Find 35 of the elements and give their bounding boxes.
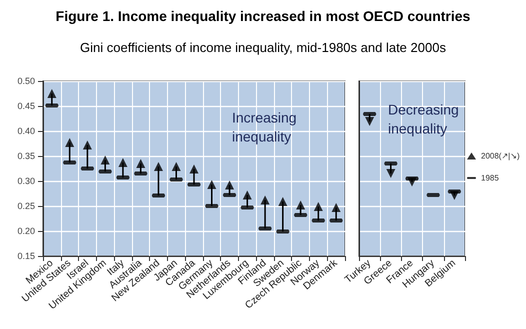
point	[47, 89, 56, 98]
point	[65, 138, 74, 147]
point	[408, 178, 416, 186]
point	[242, 190, 252, 200]
legend-label: 1985	[481, 174, 500, 182]
point	[225, 180, 234, 190]
annotation: Decreasing inequality	[388, 102, 459, 136]
y-tick-label: 0.25	[17, 201, 35, 211]
chart-subtitle: Gini coefficients of income inequality, mid-1980s and late 2000s	[80, 40, 446, 55]
point	[314, 202, 323, 211]
point	[450, 191, 459, 200]
point	[172, 162, 181, 171]
chart-title: Figure 1. Income inequality increased in most OECD countries	[56, 8, 471, 24]
point	[386, 169, 396, 178]
y-tick-label: 0.50	[17, 76, 35, 86]
point	[296, 200, 306, 210]
point	[260, 196, 270, 204]
point	[82, 140, 92, 150]
legend-label: 2008(↗|↘)	[481, 152, 520, 160]
y-tick-label: 0.20	[17, 226, 35, 236]
point	[332, 203, 341, 212]
annotation: Increasing inequality	[232, 110, 297, 144]
point	[136, 159, 146, 168]
y-tick-label: 0.40	[17, 126, 35, 136]
point	[190, 164, 198, 174]
point	[365, 117, 374, 126]
point	[207, 180, 216, 189]
point	[100, 156, 110, 164]
point	[154, 162, 163, 171]
y-tick-label: 0.45	[17, 101, 35, 111]
point	[118, 158, 128, 167]
y-tick-label: 0.35	[17, 151, 35, 161]
y-tick-label: 0.15	[17, 251, 35, 261]
y-tick-label: 0.30	[17, 176, 35, 186]
point	[278, 197, 288, 206]
